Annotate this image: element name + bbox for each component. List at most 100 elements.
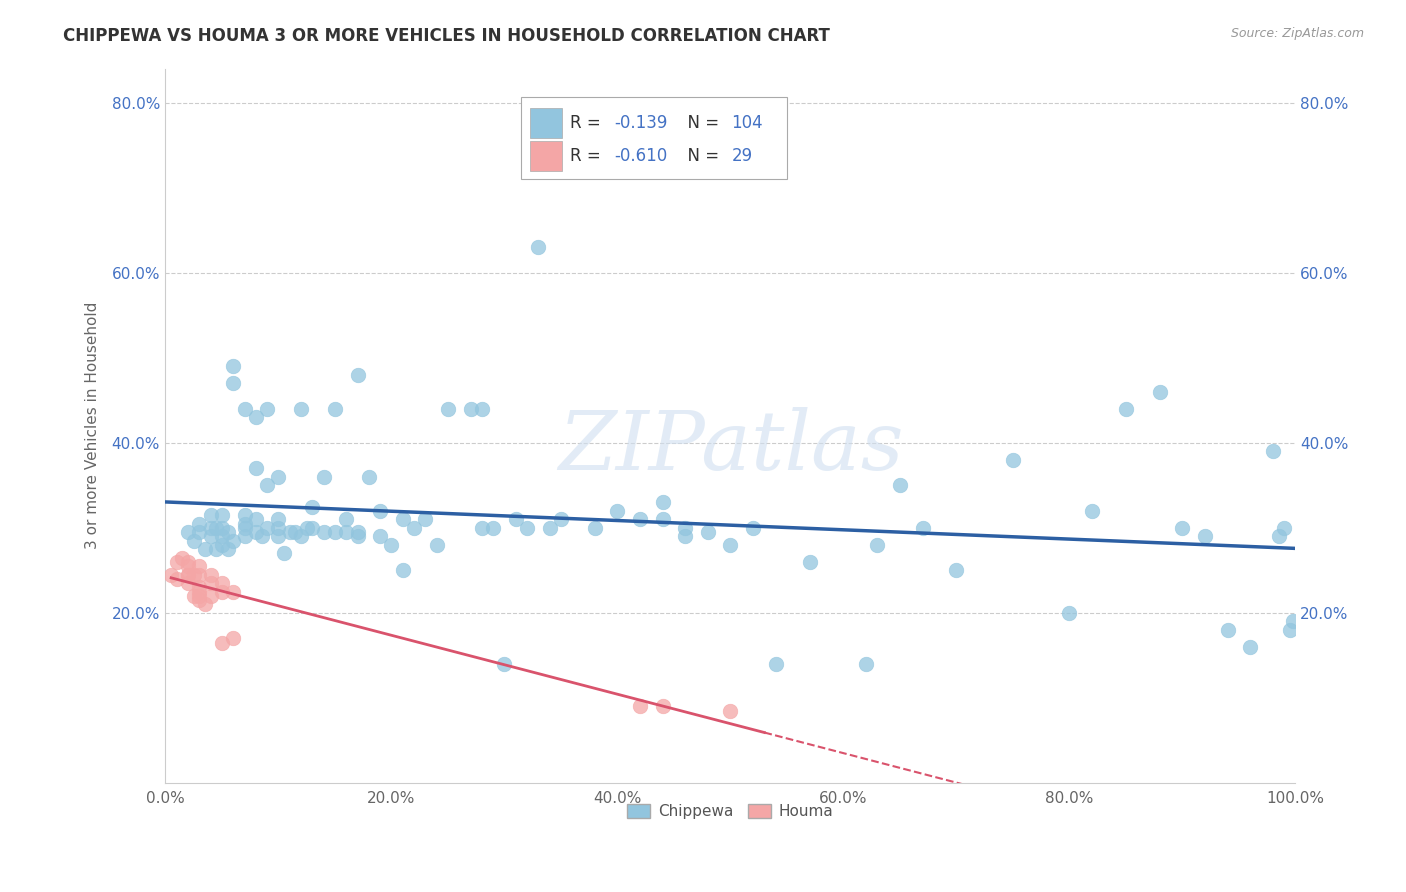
Point (628, 699, 651, 714)
Point (200, 521, 222, 535)
Point (323, 401, 346, 416)
Point (177, 567, 200, 582)
Point (256, 521, 278, 535)
Point (177, 567, 200, 582)
Point (183, 533, 205, 548)
Point (1149, 384, 1171, 399)
Point (346, 368, 368, 382)
Point (1239, 640, 1261, 654)
Point (172, 550, 194, 565)
Text: R =: R = (569, 146, 606, 165)
Point (256, 478, 278, 492)
Point (380, 538, 402, 552)
Point (166, 555, 188, 569)
Point (211, 636, 233, 650)
Point (1001, 452, 1024, 467)
Point (368, 529, 391, 543)
Point (211, 521, 233, 535)
Point (284, 525, 307, 540)
Point (312, 470, 335, 484)
Point (550, 512, 572, 526)
Point (211, 576, 233, 591)
Point (471, 401, 494, 416)
Legend: Chippewa, Houma: Chippewa, Houma (621, 798, 839, 825)
Point (1267, 529, 1289, 543)
Point (245, 461, 267, 475)
Point (527, 240, 550, 254)
Point (256, 401, 278, 416)
Point (183, 567, 205, 582)
Point (200, 576, 222, 591)
Point (183, 589, 205, 603)
Point (391, 563, 413, 577)
Point (200, 567, 222, 582)
Point (742, 521, 765, 535)
Point (855, 657, 877, 671)
Text: N =: N = (678, 146, 724, 165)
Point (720, 538, 742, 552)
Point (211, 529, 233, 543)
Point (245, 525, 267, 540)
Point (177, 559, 200, 574)
Point (188, 567, 211, 582)
Point (290, 401, 312, 416)
Point (335, 512, 357, 526)
Point (889, 478, 911, 492)
Point (205, 521, 228, 535)
Point (673, 529, 696, 543)
Point (222, 533, 245, 548)
Point (188, 525, 211, 540)
Point (188, 589, 211, 603)
Point (312, 525, 335, 540)
Point (194, 598, 217, 612)
Point (1216, 623, 1239, 637)
Point (538, 521, 561, 535)
Point (267, 512, 290, 526)
Point (437, 401, 460, 416)
Point (301, 521, 323, 535)
Point (267, 521, 290, 535)
Point (188, 559, 211, 574)
Text: Source: ZipAtlas.com: Source: ZipAtlas.com (1230, 27, 1364, 40)
Point (391, 512, 413, 526)
Point (194, 542, 217, 557)
Point (301, 500, 323, 514)
Point (651, 512, 673, 526)
Point (1278, 623, 1301, 637)
Point (471, 521, 494, 535)
Point (177, 525, 200, 540)
Point (765, 657, 787, 671)
Point (278, 525, 301, 540)
Point (402, 521, 425, 535)
Point (866, 538, 889, 552)
Point (696, 525, 718, 540)
FancyBboxPatch shape (522, 97, 787, 179)
Text: -0.139: -0.139 (614, 114, 668, 132)
Point (250, 529, 273, 543)
Point (211, 584, 233, 599)
Point (482, 521, 505, 535)
Text: CHIPPEWA VS HOUMA 3 OR MORE VEHICLES IN HOUSEHOLD CORRELATION CHART: CHIPPEWA VS HOUMA 3 OR MORE VEHICLES IN … (63, 27, 830, 45)
Point (188, 584, 211, 599)
Point (720, 704, 742, 718)
Point (368, 504, 391, 518)
Text: N =: N = (678, 114, 724, 132)
Point (290, 529, 312, 543)
Point (516, 521, 538, 535)
Point (233, 508, 256, 522)
Point (188, 581, 211, 595)
Point (200, 589, 222, 603)
Point (1115, 401, 1137, 416)
Text: 104: 104 (731, 114, 763, 132)
Point (200, 508, 222, 522)
Point (177, 576, 200, 591)
Point (606, 504, 628, 518)
Point (245, 410, 267, 425)
Point (673, 521, 696, 535)
Point (1272, 521, 1295, 535)
Point (166, 572, 188, 586)
Point (505, 512, 527, 526)
Point (346, 529, 368, 543)
Text: ZIPatlas: ZIPatlas (558, 408, 903, 487)
Point (160, 567, 183, 582)
